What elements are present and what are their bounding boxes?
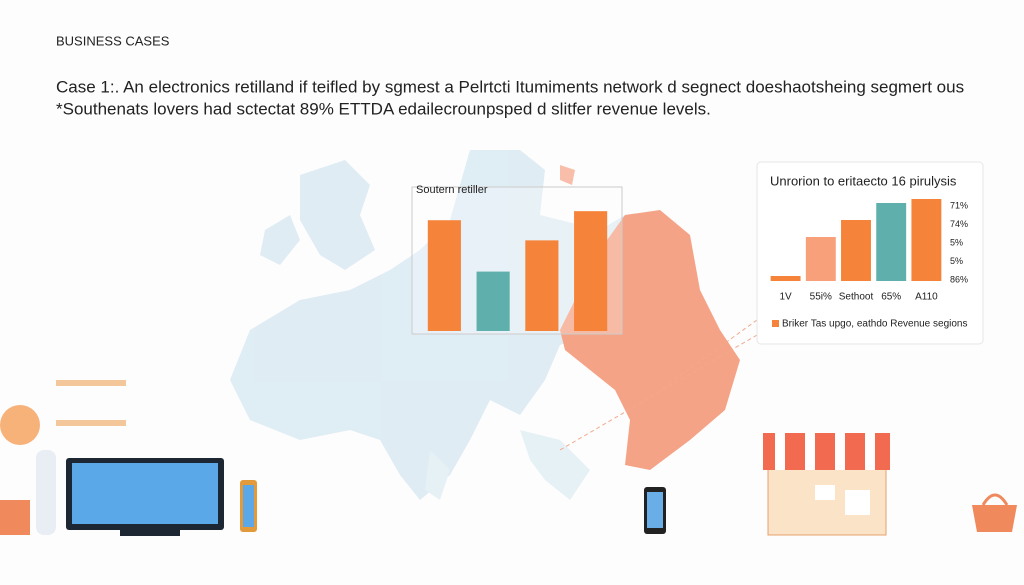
bar	[876, 203, 907, 281]
header-line: *Southenats lovers had sctectat 89% ETTD…	[56, 99, 711, 118]
bar	[841, 220, 871, 281]
bar	[770, 276, 801, 281]
awning-stripes	[775, 433, 875, 470]
side-label: 86%	[950, 274, 968, 284]
phone-screen	[243, 485, 254, 527]
side-label: 5%	[950, 237, 963, 247]
x-tick-label: 1V	[779, 292, 792, 303]
legend-swatch	[772, 320, 779, 327]
shelf	[56, 420, 126, 426]
plant-pot	[0, 500, 30, 535]
shelf	[56, 380, 126, 386]
shop	[763, 433, 890, 536]
map-britain	[300, 160, 375, 270]
legend-label: Briker Tas upgo, eathdo Revenue segions	[782, 319, 968, 330]
header-title: BUSINESS CASES	[56, 33, 170, 48]
connector	[559, 334, 758, 451]
x-tick-label: 55i%	[810, 292, 832, 303]
map-ireland	[260, 215, 300, 265]
chart-title: Unrorion to eritaecto 16 pirulysis	[770, 173, 957, 188]
x-tick-label: Sethoot	[839, 292, 874, 303]
bar	[476, 271, 510, 331]
phone-screen	[647, 492, 663, 528]
left-decor	[0, 380, 126, 535]
basket-handle	[981, 493, 1009, 506]
connector	[659, 319, 758, 391]
shop-window	[815, 485, 835, 500]
bar	[525, 240, 559, 331]
chart-title: Soutern retiller	[416, 184, 488, 196]
bar	[911, 199, 942, 281]
map-spot	[560, 165, 575, 185]
bar	[427, 220, 461, 331]
map-balkans	[520, 430, 590, 500]
side-label: 71%	[950, 200, 968, 210]
x-tick-label: A110	[915, 292, 938, 303]
map-italy	[425, 450, 450, 500]
basket	[972, 505, 1017, 532]
bar	[574, 211, 608, 331]
speaker	[36, 450, 56, 535]
monitor-screen	[72, 463, 218, 524]
header-line: Case 1:. An electronics retilland if tei…	[56, 77, 964, 96]
shop-awning	[763, 433, 890, 470]
shop-window	[845, 490, 870, 515]
monitor-stand	[120, 530, 180, 536]
x-tick-label: 65%	[881, 292, 901, 303]
side-label: 74%	[950, 219, 968, 229]
bar	[805, 237, 836, 281]
lamp	[0, 405, 40, 445]
side-label: 5%	[950, 256, 963, 266]
